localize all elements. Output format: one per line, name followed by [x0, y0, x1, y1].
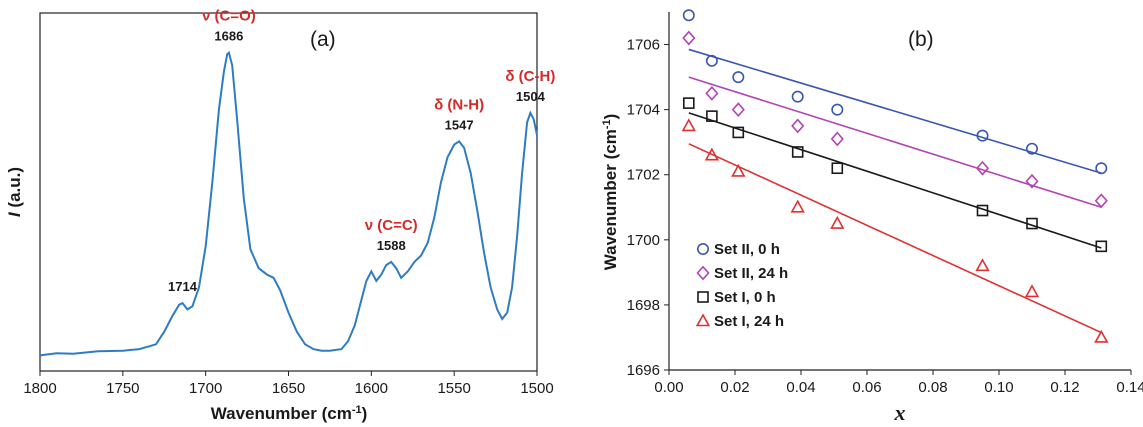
legend-square-marker [697, 291, 709, 303]
circle-marker-series-1 [682, 9, 695, 22]
square-marker-series-3 [732, 126, 745, 139]
square-marker-series-3 [682, 97, 695, 109]
peak-value-label: 1588 [377, 238, 406, 253]
circle-marker-series-1 [1095, 162, 1108, 175]
diamond-marker-series-2 [682, 30, 696, 46]
circle-marker-series-1 [791, 90, 804, 103]
panel-b-y-tick-label: 1700 [627, 232, 660, 249]
diamond-marker-series-2 [705, 85, 719, 101]
panel-b-y-tick-label: 1706 [627, 37, 660, 54]
panel-a-x-tick-label: 1800 [23, 380, 56, 397]
fit-line-series-1 [688, 48, 1102, 174]
peak-value-label: 1686 [214, 29, 243, 44]
panel-b-x-tick-label: 0.14 [1116, 379, 1143, 396]
panel-a-label: (a) [310, 28, 336, 51]
panel-b-y-tick-label: 1698 [627, 297, 660, 314]
panel-b-y-tick-label: 1696 [627, 362, 660, 379]
panel-b-x-tick-label: 0.10 [984, 379, 1013, 396]
peak-mode-label: δ (C-H) [505, 68, 555, 85]
panel-b-markers [681, 9, 1109, 343]
peak-value-label: 1504 [516, 89, 546, 104]
diamond-marker-series-2 [731, 102, 745, 118]
triangle-marker-series-4 [731, 163, 746, 177]
square-marker-series-3 [706, 110, 718, 122]
panel-b-x-tick-label: 0.12 [1050, 379, 1079, 396]
panel-b-x-tick-label: 0.02 [720, 379, 749, 396]
legend-entry-label: Set I, 0 h [714, 289, 776, 306]
panel-a-plot-area [39, 12, 538, 372]
triangle-marker-series-4 [830, 215, 845, 229]
panel-b-x-tick-label: 0.08 [918, 379, 947, 396]
triangle-marker-series-4 [681, 118, 696, 132]
panel-b-y-tick-label: 1704 [627, 102, 660, 119]
panel-a-x-axis-title: Wavenumber (cm-1) [211, 404, 368, 423]
panel-a-x-ticks: 1800 1750 1700 1650 1600 1550 1500 [23, 371, 554, 397]
panel-a-spectrum: 1800 1750 1700 1650 1600 1550 1500 1686 ν (C=O)… [5, 8, 555, 423]
circle-marker-series-1 [976, 129, 989, 142]
panel-a-x-tick-label: 1750 [106, 380, 139, 397]
square-marker-series-3 [791, 146, 804, 158]
peak-mode-label: ν (C=O) [202, 8, 256, 25]
legend-circle-marker [696, 243, 709, 256]
legend-entry-label: Set II, 0 h [714, 241, 780, 258]
panel-a-x-tick-label: 1550 [437, 380, 470, 397]
panel-b-legend: Set II, 0 h Set II, 24 h Set I, 0 h Set I, … [695, 241, 788, 330]
peak-mode-label: ν (C=C) [365, 217, 418, 234]
triangle-marker-series-4 [1094, 329, 1109, 343]
circle-marker-series-1 [831, 103, 844, 116]
legend-triangle-marker [695, 313, 711, 327]
diamond-marker-series-2 [975, 160, 990, 176]
circle-marker-series-1 [732, 71, 745, 84]
peak-mode-label: δ (N-H) [434, 96, 484, 113]
legend-entry-label: Set I, 24 h [714, 313, 784, 330]
square-marker-series-3 [1095, 240, 1108, 253]
diamond-marker-series-2 [1025, 173, 1039, 189]
panel-b-fit-lines [688, 48, 1102, 334]
diamond-marker-series-2 [791, 118, 805, 134]
diamond-marker-series-2 [1094, 193, 1108, 209]
ftir-spectrum-line [39, 50, 538, 357]
diamond-marker-series-2 [830, 131, 844, 147]
panel-a-x-tick-label: 1600 [355, 380, 388, 397]
panel-b-label: (b) [908, 28, 934, 51]
panel-a-x-tick-label: 1650 [272, 380, 305, 397]
triangle-marker-series-4 [704, 147, 720, 161]
square-marker-series-3 [1026, 217, 1038, 230]
fit-line-series-4 [688, 143, 1102, 334]
panel-a-x-tick-label: 1500 [520, 380, 553, 397]
panel-b-ticks: 0.00 0.02 0.04 0.06 0.08 0.10 0.12 0.14 1696 1698… [627, 37, 1143, 396]
panel-b-y-tick-label: 1702 [627, 167, 660, 184]
peak-value-label: 1547 [445, 117, 474, 132]
circle-marker-series-1 [1026, 142, 1039, 155]
fit-line-series-3 [688, 112, 1102, 249]
square-marker-series-3 [831, 162, 844, 175]
triangle-marker-series-4 [975, 258, 990, 272]
panel-b-x-tick-label: 0.04 [786, 379, 815, 396]
panel-b-x-tick-label: 0.06 [852, 379, 881, 396]
panel-a-x-tick-label: 1700 [189, 380, 222, 397]
legend-entry-label: Set II, 24 h [714, 265, 788, 282]
panel-b-scatter: 0.00 0.02 0.04 0.06 0.08 0.10 0.12 0.14 1696 1698… [601, 9, 1143, 425]
triangle-marker-series-4 [1024, 284, 1040, 298]
circle-marker-series-1 [705, 54, 718, 67]
panel-a-y-axis-title: I (a.u.) [5, 167, 24, 217]
panel-b-x-tick-label: 0.00 [654, 379, 683, 396]
panel-a-peak-annotations: 1686 ν (C=O) 1714 1588 ν (C=C) 1547 δ (N-H) 150… [168, 8, 555, 294]
panel-b-y-axis-title: Wavenumber (cm-1) [601, 114, 620, 271]
fit-line-series-2 [688, 76, 1102, 209]
square-marker-series-3 [976, 204, 989, 217]
peak-value-label: 1714 [168, 279, 198, 294]
triangle-marker-series-4 [790, 199, 805, 213]
panel-b-x-axis-title: x [894, 400, 906, 425]
legend-diamond-marker [696, 265, 710, 281]
